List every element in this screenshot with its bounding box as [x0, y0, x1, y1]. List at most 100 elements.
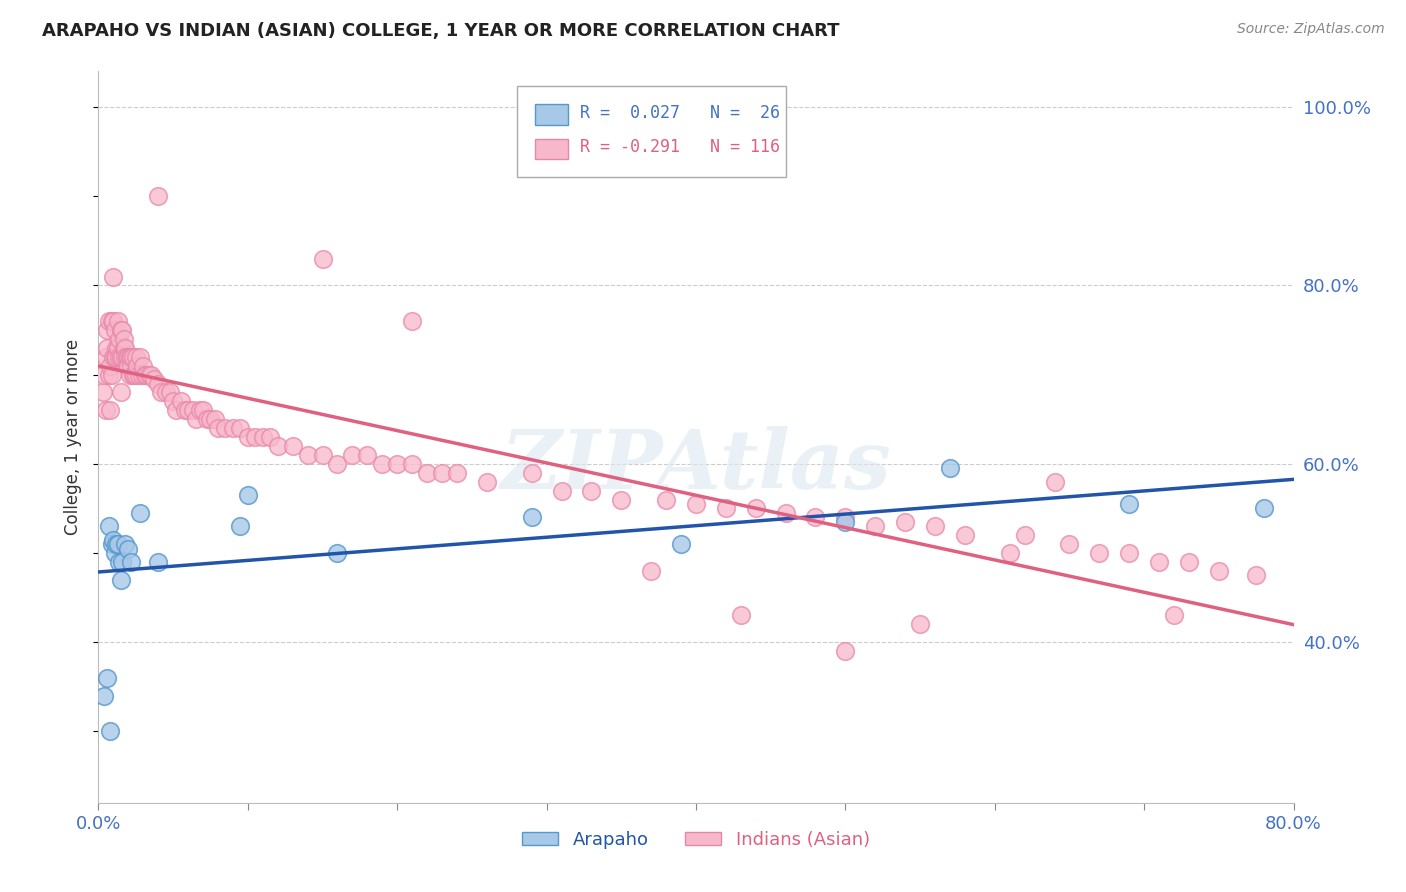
Point: [834, 510, 856, 524]
Point: [101, 537, 124, 551]
Point: [1178, 555, 1201, 569]
Point: [669, 537, 692, 551]
Point: [97, 314, 120, 328]
Point: [550, 483, 572, 498]
Text: R =  0.027   N =  26: R = 0.027 N = 26: [581, 104, 780, 122]
Text: ZIPAtlas: ZIPAtlas: [501, 426, 891, 507]
Point: [169, 394, 191, 409]
Point: [1208, 564, 1230, 578]
Point: [129, 350, 152, 364]
Point: [371, 457, 394, 471]
Point: [125, 368, 148, 382]
Point: [1118, 546, 1140, 560]
Point: [110, 573, 132, 587]
Point: [115, 359, 138, 373]
Point: [114, 537, 136, 551]
Point: [120, 555, 142, 569]
Point: [148, 189, 170, 203]
Text: Source: ZipAtlas.com: Source: ZipAtlas.com: [1237, 22, 1385, 37]
Point: [155, 385, 177, 400]
Point: [416, 466, 439, 480]
Point: [118, 350, 141, 364]
Point: [111, 555, 134, 569]
Point: [953, 528, 976, 542]
Point: [342, 448, 364, 462]
Point: [134, 368, 156, 382]
Point: [117, 359, 139, 373]
Point: [111, 350, 134, 364]
Point: [148, 555, 170, 569]
Point: [281, 439, 304, 453]
Point: [131, 368, 153, 382]
Point: [834, 644, 856, 658]
Point: [120, 359, 142, 373]
Point: [101, 314, 124, 328]
Point: [104, 546, 127, 560]
Point: [94, 403, 117, 417]
Point: [114, 341, 136, 355]
Point: [297, 448, 319, 462]
Point: [356, 448, 378, 462]
Point: [610, 492, 633, 507]
Point: [730, 608, 752, 623]
Point: [101, 368, 124, 382]
Point: [98, 359, 122, 373]
Point: [112, 332, 135, 346]
Point: [181, 403, 204, 417]
Point: [107, 314, 129, 328]
Point: [1147, 555, 1170, 569]
Point: [120, 350, 142, 364]
Point: [252, 430, 274, 444]
Point: [191, 403, 214, 417]
Point: [105, 341, 128, 355]
Point: [117, 350, 139, 364]
Point: [446, 466, 468, 480]
Point: [139, 368, 162, 382]
Point: [581, 483, 603, 498]
Point: [103, 269, 125, 284]
Point: [236, 430, 259, 444]
Point: [204, 412, 226, 426]
Legend: Arapaho, Indians (Asian): Arapaho, Indians (Asian): [515, 823, 877, 856]
Point: [135, 368, 157, 382]
Point: [908, 617, 931, 632]
Point: [110, 350, 132, 364]
Point: [121, 368, 143, 382]
Point: [105, 537, 128, 551]
Point: [124, 368, 146, 382]
Point: [655, 492, 678, 507]
Point: [267, 439, 290, 453]
Point: [894, 515, 917, 529]
Point: [96, 341, 118, 355]
Point: [108, 555, 131, 569]
Point: [326, 457, 349, 471]
Point: [127, 359, 149, 373]
Point: [159, 385, 181, 400]
Point: [214, 421, 236, 435]
Point: [640, 564, 662, 578]
Point: [96, 671, 118, 685]
Text: R = -0.291   N = 116: R = -0.291 N = 116: [581, 138, 780, 156]
Point: [118, 368, 141, 382]
Point: [207, 421, 229, 435]
Y-axis label: College, 1 year or more: College, 1 year or more: [65, 339, 83, 535]
Point: [259, 430, 281, 444]
Point: [326, 546, 349, 560]
Point: [111, 323, 134, 337]
Point: [184, 412, 207, 426]
Point: [1244, 568, 1267, 582]
Text: ARAPAHO VS INDIAN (ASIAN) COLLEGE, 1 YEAR OR MORE CORRELATION CHART: ARAPAHO VS INDIAN (ASIAN) COLLEGE, 1 YEA…: [42, 22, 839, 40]
Point: [112, 341, 135, 355]
Point: [804, 510, 827, 524]
Point: [103, 533, 125, 547]
Point: [115, 350, 138, 364]
Bar: [534, 104, 568, 125]
Point: [865, 519, 887, 533]
Point: [475, 475, 498, 489]
Point: [236, 488, 259, 502]
Point: [401, 457, 423, 471]
Point: [245, 430, 267, 444]
Point: [834, 515, 856, 529]
Point: [229, 421, 252, 435]
Point: [132, 359, 155, 373]
